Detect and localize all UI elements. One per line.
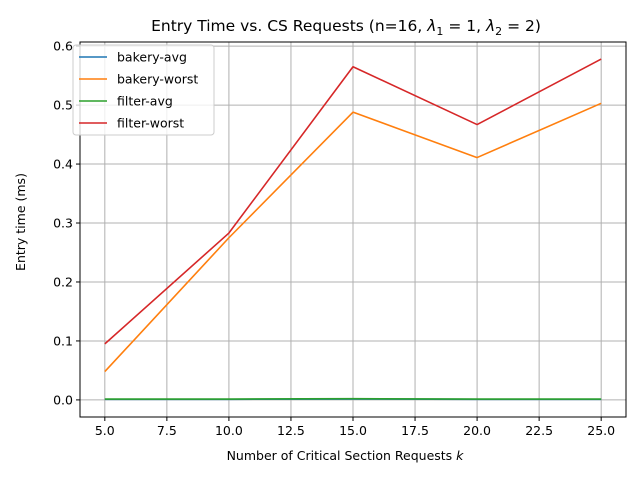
- x-tick-label: 20.0: [463, 423, 491, 438]
- legend-label-filter-worst: filter-worst: [117, 116, 184, 131]
- x-tick-label: 7.5: [157, 423, 177, 438]
- chart-title: Entry Time vs. CS Requests (n=16, λ1 = 1…: [151, 17, 541, 38]
- y-tick-label: 0.5: [53, 98, 73, 113]
- y-tick-label: 0.6: [53, 39, 73, 54]
- legend-label-filter-avg: filter-avg: [117, 94, 173, 109]
- x-tick-label: 25.0: [587, 423, 615, 438]
- grid: [80, 42, 626, 417]
- series-line-bakery-worst: [104, 102, 602, 373]
- y-tick-label: 0.4: [53, 157, 73, 172]
- x-tick-label: 17.5: [401, 423, 429, 438]
- legend-box: [72, 44, 215, 136]
- y-tick-label: 0.3: [53, 216, 73, 231]
- y-axis-ticks: 0.0 0.1 0.2 0.3 0.4 0.5 0.6: [53, 39, 80, 407]
- x-tick-label: 12.5: [277, 423, 305, 438]
- series-lines: [104, 58, 602, 401]
- x-tick-label: 10.0: [215, 423, 243, 438]
- legend: bakery-avg bakery-worst filter-avg filter-w…: [72, 44, 215, 136]
- y-tick-label: 0.1: [53, 333, 73, 348]
- x-axis-ticks: 5.0 7.5 10.0 12.5 15.0 17.5 20.0 22.5 25.0: [95, 417, 615, 438]
- y-tick-label: 0.2: [53, 274, 73, 289]
- x-tick-label: 5.0: [95, 423, 115, 438]
- legend-label-bakery-avg: bakery-avg: [117, 50, 187, 65]
- y-axis-label: Entry time (ms): [13, 173, 28, 271]
- legend-label-bakery-worst: bakery-worst: [117, 72, 198, 87]
- y-tick-label: 0.0: [53, 392, 73, 407]
- series-line-filter-worst: [104, 58, 602, 345]
- x-tick-label: 15.0: [339, 423, 367, 438]
- x-axis-label: Number of Critical Section Requests k: [227, 448, 465, 463]
- x-tick-label: 22.5: [525, 423, 553, 438]
